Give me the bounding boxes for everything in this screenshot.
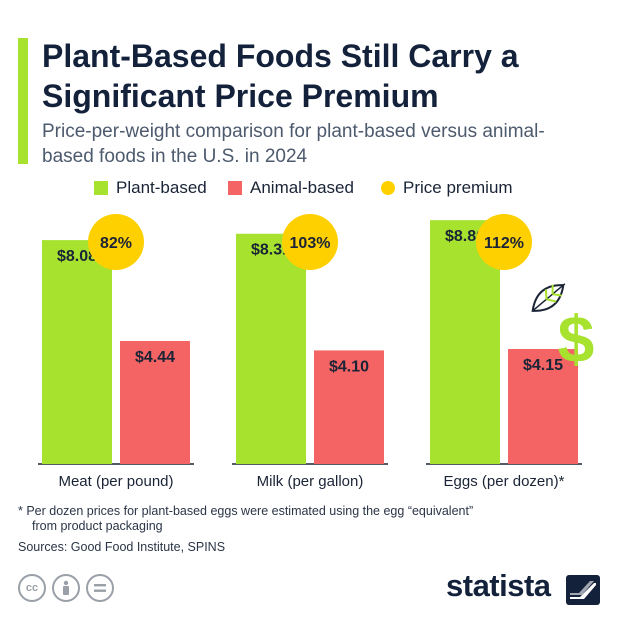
bar-chart: $8.08 $4.44 Meat (per pound) 82% $8.31 $4.10 M… <box>38 214 582 490</box>
legend-item-plant: Plant-based <box>94 178 207 198</box>
premium-bubble-meat <box>88 214 144 270</box>
chart-title: Plant-Based Foods Still Carry a Signific… <box>42 38 519 114</box>
legend-swatch-premium <box>381 181 395 195</box>
license-icons: cc <box>18 574 114 602</box>
category-label-meat: Meat (per pound) <box>58 473 173 490</box>
chart-subtitle: Price-per-weight comparison for plant-ba… <box>42 121 545 167</box>
title-accent-bar <box>18 38 28 164</box>
leaf-dollar-icon: $ <box>531 283 595 366</box>
brand-wordmark[interactable]: statista <box>446 568 551 603</box>
legend: Plant-based Animal-based Price premium <box>0 178 620 200</box>
value-label-plant-meat: $8.08 <box>57 248 97 265</box>
legend-label-premium: Price premium <box>403 178 513 197</box>
by-icon[interactable] <box>52 574 80 602</box>
category-label-eggs: Eggs (per dozen)* <box>444 473 565 490</box>
footnote-line-1: * Per dozen prices for plant-based eggs … <box>18 504 474 518</box>
svg-text:$: $ <box>558 302 595 366</box>
sources: Sources: Good Food Institute, SPINS <box>18 540 226 554</box>
category-label-milk: Milk (per gallon) <box>257 473 364 490</box>
premium-label-eggs: 112% <box>484 235 524 252</box>
nd-icon[interactable] <box>86 574 114 602</box>
legend-item-animal: Animal-based <box>228 178 354 198</box>
value-label-plant-eggs: $8.80 <box>445 228 485 245</box>
legend-label-plant: Plant-based <box>116 178 207 197</box>
footnote-line-2: from product packaging <box>32 519 163 533</box>
bar-plant-meat <box>42 240 112 464</box>
cc-icon[interactable]: cc <box>18 574 46 602</box>
bar-animal-eggs <box>508 349 578 464</box>
value-label-plant-milk: $8.31 <box>251 242 291 259</box>
legend-swatch-plant <box>94 181 108 195</box>
premium-label-milk: 103% <box>290 235 331 252</box>
premium-bubble-eggs <box>476 214 532 270</box>
value-label-animal-meat: $4.44 <box>135 349 175 366</box>
value-label-animal-milk: $4.10 <box>329 358 369 375</box>
legend-item-premium: Price premium <box>381 178 513 198</box>
footnote: * Per dozen prices for plant-based eggs … <box>18 504 578 534</box>
bar-animal-meat <box>120 340 190 464</box>
bar-plant-milk <box>236 233 306 464</box>
legend-swatch-animal <box>228 181 242 195</box>
bar-animal-milk <box>314 350 384 464</box>
value-label-animal-eggs: $4.15 <box>523 357 563 374</box>
premium-label-meat: 82% <box>100 235 132 252</box>
statista-logo-icon <box>566 575 600 605</box>
legend-label-animal: Animal-based <box>250 178 354 197</box>
premium-bubble-milk <box>282 214 338 270</box>
